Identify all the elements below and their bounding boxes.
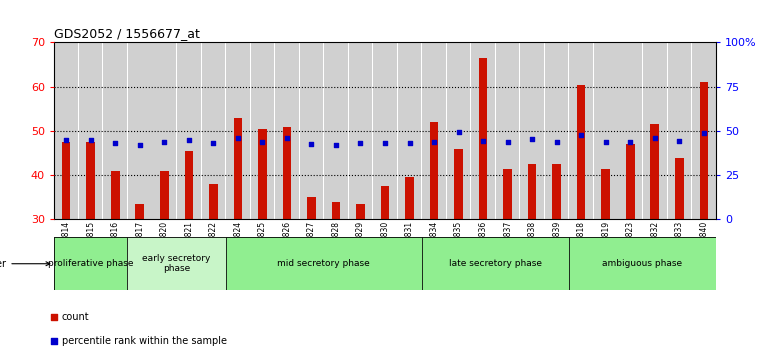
Bar	[398, 42, 421, 219]
Text: GDS2052 / 1556677_at: GDS2052 / 1556677_at	[54, 27, 199, 40]
Bar	[601, 169, 610, 219]
Bar	[668, 42, 691, 219]
Bar	[545, 42, 568, 219]
Bar	[177, 42, 200, 219]
Point	[379, 141, 391, 146]
Bar	[128, 42, 152, 219]
Bar	[233, 118, 242, 219]
Bar	[675, 158, 684, 219]
Point	[182, 137, 195, 143]
Point	[428, 139, 440, 144]
Bar	[454, 149, 463, 219]
Bar	[185, 151, 193, 219]
Point	[133, 142, 146, 148]
Bar	[300, 42, 323, 219]
Point	[202, 52, 214, 58]
Bar	[521, 42, 544, 219]
Bar	[618, 42, 642, 219]
Bar	[496, 42, 520, 219]
Bar	[447, 42, 470, 219]
Point	[648, 135, 661, 141]
Point	[501, 139, 514, 145]
Point	[60, 137, 72, 143]
Bar	[422, 237, 569, 290]
Point	[403, 141, 416, 146]
Text: count: count	[62, 312, 89, 322]
Point	[698, 130, 710, 136]
Bar	[357, 204, 365, 219]
Bar	[528, 164, 537, 219]
Bar	[700, 82, 708, 219]
Bar	[258, 129, 266, 219]
Point	[85, 137, 97, 143]
Text: percentile rank within the sample: percentile rank within the sample	[62, 336, 226, 346]
Point	[354, 141, 367, 146]
Bar	[471, 42, 495, 219]
Bar	[54, 237, 128, 290]
Point	[453, 129, 465, 135]
Point	[232, 135, 244, 141]
Point	[281, 135, 293, 141]
Point	[600, 139, 612, 144]
Point	[330, 142, 342, 148]
Bar	[62, 142, 71, 219]
Text: late secretory phase: late secretory phase	[449, 259, 542, 268]
Point	[575, 132, 588, 137]
Bar	[504, 169, 512, 219]
Bar	[128, 237, 226, 290]
Bar	[569, 237, 716, 290]
Text: early secretory
phase: early secretory phase	[142, 254, 211, 273]
Point	[673, 138, 685, 144]
Bar	[111, 171, 119, 219]
Bar	[373, 42, 397, 219]
Bar	[136, 204, 144, 219]
Bar	[307, 197, 316, 219]
Bar	[422, 42, 446, 219]
Bar	[626, 144, 634, 219]
Bar	[209, 184, 218, 219]
Point	[477, 138, 489, 144]
Bar	[152, 42, 176, 219]
Bar	[332, 202, 340, 219]
Bar	[55, 42, 78, 219]
Bar	[577, 85, 585, 219]
Bar	[103, 42, 127, 219]
Point	[109, 141, 122, 146]
Point	[202, 265, 214, 270]
Text: mid secretory phase: mid secretory phase	[277, 259, 370, 268]
Text: other: other	[0, 259, 50, 269]
Bar	[643, 42, 667, 219]
Bar	[275, 42, 299, 219]
Point	[207, 141, 219, 146]
Bar	[324, 42, 348, 219]
Bar	[651, 124, 659, 219]
Bar	[349, 42, 372, 219]
Bar	[380, 186, 390, 219]
Bar	[250, 42, 274, 219]
Bar	[202, 42, 225, 219]
Point	[526, 136, 538, 142]
Text: proliferative phase: proliferative phase	[48, 259, 133, 268]
Bar	[160, 171, 169, 219]
Bar	[570, 42, 593, 219]
Point	[256, 139, 269, 145]
Bar	[594, 42, 618, 219]
Bar	[552, 164, 561, 219]
Point	[305, 141, 317, 147]
Bar	[479, 58, 487, 219]
Point	[158, 139, 170, 145]
Bar	[79, 42, 102, 219]
Point	[551, 139, 563, 144]
Point	[624, 139, 637, 144]
Bar	[226, 42, 249, 219]
Bar	[405, 177, 413, 219]
Bar	[86, 142, 95, 219]
Bar	[692, 42, 715, 219]
Bar	[430, 122, 438, 219]
Bar	[283, 126, 291, 219]
Bar	[226, 237, 422, 290]
Text: ambiguous phase: ambiguous phase	[602, 259, 682, 268]
FancyBboxPatch shape	[54, 237, 716, 290]
